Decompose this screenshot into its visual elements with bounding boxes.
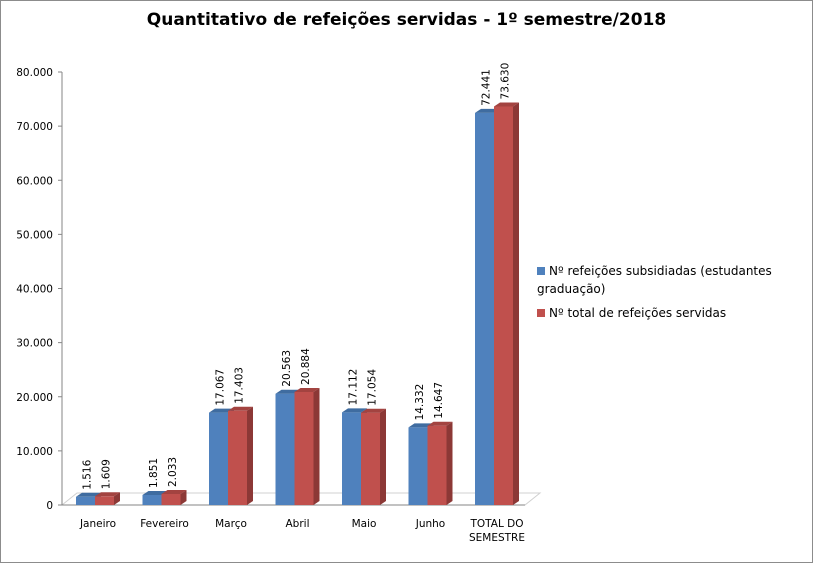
bar-top bbox=[95, 492, 120, 497]
data-label: 72.441 bbox=[481, 69, 493, 106]
bar-side bbox=[180, 489, 187, 505]
y-tick-label: 20.000 bbox=[16, 392, 53, 404]
bar-side bbox=[446, 421, 453, 505]
data-label: 17.403 bbox=[234, 367, 246, 404]
data-label: 14.647 bbox=[433, 382, 445, 419]
data-label: 20.884 bbox=[300, 348, 312, 385]
bar-top bbox=[427, 421, 453, 426]
bar-side bbox=[313, 387, 320, 505]
bar bbox=[142, 494, 162, 505]
bar bbox=[76, 496, 95, 505]
x-tick-label: Março bbox=[215, 518, 247, 530]
x-tick-label: Junho bbox=[415, 518, 446, 530]
bar-top bbox=[361, 408, 386, 413]
bar bbox=[275, 393, 295, 505]
bar-top bbox=[275, 389, 301, 394]
y-tick-label: 0 bbox=[46, 500, 53, 512]
bar bbox=[228, 410, 247, 505]
bar-side bbox=[114, 492, 120, 505]
bar bbox=[494, 106, 513, 505]
y-tick-label: 30.000 bbox=[16, 338, 53, 350]
bar-side bbox=[513, 102, 519, 505]
bar-top bbox=[209, 408, 234, 413]
x-tick-label: TOTAL DO bbox=[470, 518, 524, 530]
chart-title: Quantitativo de refeições servidas - 1º … bbox=[146, 10, 667, 30]
bar-top bbox=[475, 108, 500, 113]
legend-item-total: Nº total de refeições servidas bbox=[537, 304, 797, 322]
data-label: 1.609 bbox=[101, 459, 113, 489]
bar bbox=[361, 412, 380, 505]
y-tick-label: 70.000 bbox=[16, 121, 53, 133]
legend-swatch-blue bbox=[537, 267, 545, 275]
data-label: 17.112 bbox=[348, 369, 360, 406]
bar-top bbox=[142, 490, 168, 495]
x-tick-label: Maio bbox=[352, 518, 377, 530]
bar-top bbox=[342, 408, 367, 413]
x-tick-label: SEMESTRE bbox=[469, 532, 525, 544]
data-label: 17.054 bbox=[367, 369, 379, 406]
bar bbox=[161, 493, 181, 505]
legend-swatch-red bbox=[537, 309, 545, 317]
y-tick-label: 50.000 bbox=[16, 229, 53, 241]
bar-top bbox=[228, 406, 253, 411]
data-label: 17.067 bbox=[215, 369, 227, 406]
bar bbox=[427, 425, 447, 505]
bar bbox=[475, 112, 494, 505]
bar bbox=[294, 391, 314, 505]
data-label: 2.033 bbox=[167, 457, 179, 487]
data-label: 20.563 bbox=[281, 350, 293, 387]
x-tick-label: Fevereiro bbox=[140, 518, 189, 530]
y-tick-label: 40.000 bbox=[16, 284, 53, 296]
bar-top bbox=[76, 492, 101, 497]
legend-item-subsidiadas: Nº refeições subsidiadas (estudantes gra… bbox=[537, 262, 797, 298]
data-label: 1.851 bbox=[148, 458, 160, 488]
bar bbox=[209, 412, 228, 505]
bar-top bbox=[294, 387, 320, 392]
data-label: 14.332 bbox=[414, 384, 426, 421]
data-label: 73.630 bbox=[500, 63, 512, 100]
bar bbox=[408, 427, 428, 505]
x-tick-label: Janeiro bbox=[79, 518, 116, 530]
data-label: 1.516 bbox=[82, 459, 94, 489]
bar-side bbox=[247, 406, 253, 505]
bar-top bbox=[494, 102, 519, 107]
x-tick-label: Abril bbox=[286, 518, 310, 530]
bar bbox=[342, 412, 361, 505]
bar-side bbox=[380, 408, 386, 505]
bar bbox=[95, 496, 114, 505]
y-tick-label: 60.000 bbox=[16, 175, 53, 187]
legend-label: Nº refeições subsidiadas (estudantes gra… bbox=[537, 264, 772, 296]
y-tick-label: 80.000 bbox=[16, 67, 53, 79]
bar-top bbox=[161, 489, 187, 494]
legend-label: Nº total de refeições servidas bbox=[549, 306, 727, 320]
y-tick-label: 10.000 bbox=[16, 446, 53, 458]
bar-top bbox=[408, 423, 434, 428]
